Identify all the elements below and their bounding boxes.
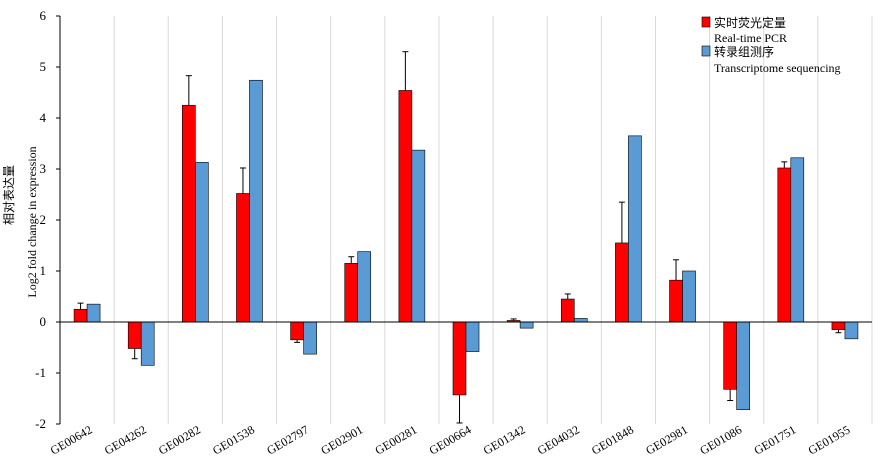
legend: 实时荧光定量 Real-time PCR 转录组测序 Transcriptome… <box>701 15 841 75</box>
x-tick-label: GE00642 <box>48 422 95 457</box>
bar-transcriptome-ge01751 <box>790 157 805 323</box>
legend-label-real-time-pcr: Real-time PCR <box>714 31 787 45</box>
y-tick-label: 2 <box>40 212 47 227</box>
bar-real-time-pcr-ge02981 <box>669 279 683 323</box>
x-tick-label: GE01751 <box>751 422 798 457</box>
bar-transcriptome-ge04262 <box>140 321 155 366</box>
bar-transcriptome-ge00642 <box>86 303 101 323</box>
category-gridlines <box>113 16 873 424</box>
bar-real-time-pcr-ge01086 <box>723 321 737 390</box>
legend-swatch-transcriptome-sequencing <box>701 45 711 57</box>
bar-real-time-pcr-ge04032 <box>560 298 575 323</box>
x-tick-label: GE01086 <box>697 422 744 457</box>
bar-transcriptome-ge01538 <box>249 79 263 323</box>
bar-real-time-pcr-ge01751 <box>777 167 792 323</box>
y-tick-label: 1 <box>40 263 47 278</box>
bar-transcriptome-ge01955 <box>844 321 859 340</box>
bar-real-time-pcr-ge04262 <box>127 321 142 349</box>
bar-real-time-pcr-ge01538 <box>236 193 250 323</box>
x-tick-label: GE02901 <box>318 422 365 457</box>
x-tick-label: GE01848 <box>589 422 636 457</box>
bar-transcriptome-ge02797 <box>303 321 317 355</box>
bar-real-time-pcr-ge00281 <box>398 90 413 323</box>
x-tick-labels: GE00642 GE04262 GE00282 GE01538 GE02797 GE029… <box>48 422 853 457</box>
x-tick-label: GE01342 <box>481 422 528 457</box>
legend-label-transcriptome-sequencing: Transcriptome sequencing <box>714 61 841 75</box>
y-tick-label: 3 <box>40 161 47 176</box>
error-bars <box>77 51 842 424</box>
y-tick-label: 6 <box>40 8 47 23</box>
legend-label-transcriptome-sequencing-cn: 转录组测序 <box>714 44 774 59</box>
legend-label-real-time-pcr-cn: 实时荧光定量 <box>714 15 786 30</box>
bar-transcriptome-ge00664 <box>465 321 480 352</box>
y-axis-label: Log2 fold change in expression <box>25 146 39 297</box>
x-tick-label: GE04262 <box>102 422 149 457</box>
bars <box>73 79 859 411</box>
y-tick-label: 4 <box>40 110 47 125</box>
bar-real-time-pcr-ge00642 <box>73 308 88 323</box>
bar-transcriptome-ge02981 <box>682 270 696 323</box>
legend-swatch-real-time-pcr <box>701 16 711 28</box>
bar-real-time-pcr-ge02797 <box>290 321 304 341</box>
bar-transcriptome-ge00281 <box>411 149 426 323</box>
y-tick-label: 5 <box>40 59 47 74</box>
x-tick-label: GE02797 <box>264 422 311 457</box>
x-tick-label: GE00664 <box>427 422 474 457</box>
bar-transcriptome-ge01848 <box>628 135 642 323</box>
y-tick-label: -1 <box>35 365 46 380</box>
bar-transcriptome-ge01086 <box>736 321 750 411</box>
x-tick-label: GE02981 <box>643 422 690 457</box>
bar-transcriptome-ge02901 <box>357 251 372 323</box>
bar-real-time-pcr-ge01848 <box>615 242 629 323</box>
x-tick-label: GE00282 <box>156 422 203 457</box>
bar-transcriptome-ge00282 <box>195 162 209 323</box>
bar-transcriptome-ge04032 <box>573 318 588 323</box>
y-tick-label: -2 <box>35 416 46 431</box>
x-tick-label: GE04032 <box>535 422 582 457</box>
x-tick-label: GE01538 <box>210 422 257 457</box>
y-axis-label-cn: 相对表达量 <box>2 165 16 225</box>
x-tick-label: GE01955 <box>806 422 853 457</box>
bar-real-time-pcr-ge01955 <box>831 321 846 330</box>
bar-real-time-pcr-ge00664 <box>452 321 467 396</box>
y-ticks: -2 -1 0 1 2 3 4 5 6 <box>35 8 60 431</box>
bar-transcriptome-ge01342 <box>519 321 534 329</box>
y-tick-label: 0 <box>40 314 47 329</box>
bar-real-time-pcr-ge02901 <box>344 263 359 323</box>
bar-real-time-pcr-ge00282 <box>182 104 196 323</box>
x-tick-label: GE00281 <box>373 422 420 457</box>
